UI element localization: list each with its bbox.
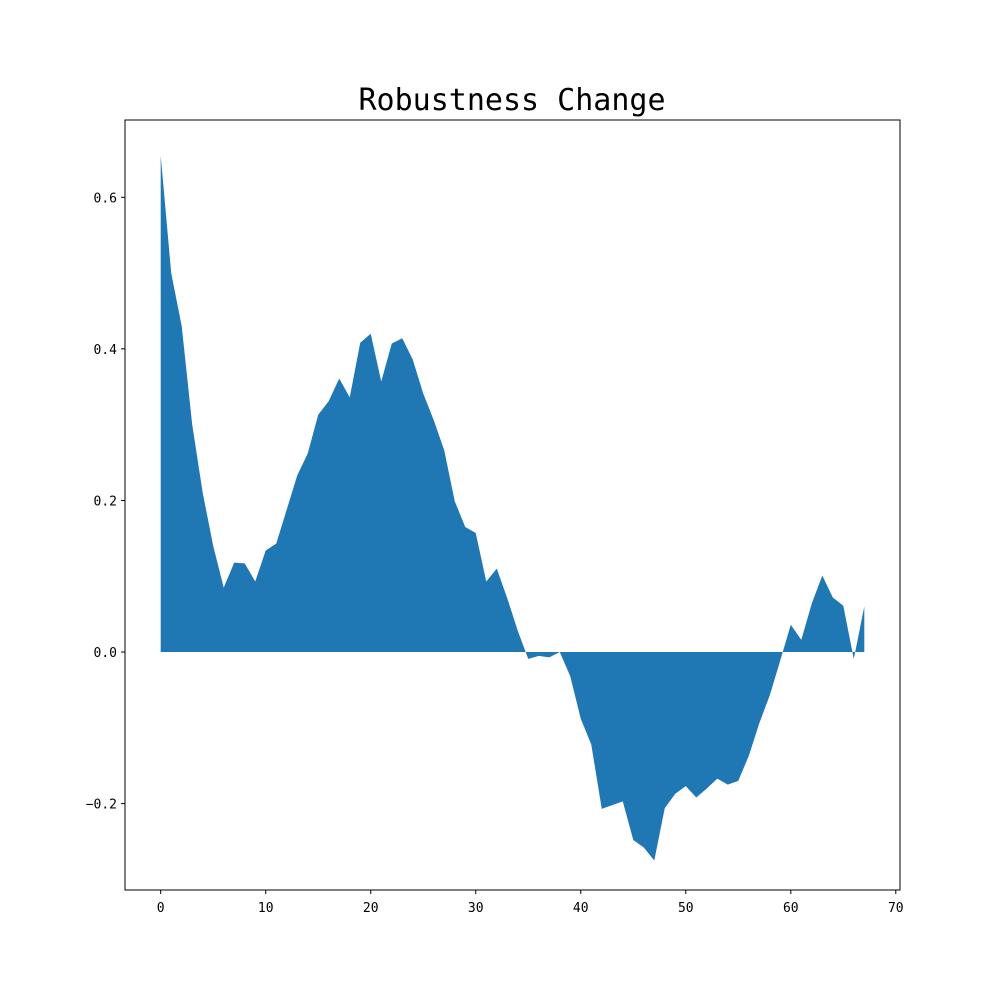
x-tick-label: 70	[888, 901, 904, 916]
y-tick-label: 0.6	[94, 191, 117, 206]
chart-title: Robustness Change	[358, 83, 665, 118]
x-tick-label: 20	[363, 901, 379, 916]
plot-frame	[124, 119, 901, 891]
x-tick-label: 50	[678, 901, 694, 916]
y-tick-label: −0.2	[86, 798, 117, 813]
y-axis: −0.2 0.0 0.2 0.4 0.6	[86, 191, 125, 813]
x-tick-label: 10	[258, 901, 274, 916]
x-tick-label: 0	[157, 901, 165, 916]
y-tick-label: 0.2	[94, 494, 117, 509]
y-tick-label: 0.4	[94, 343, 118, 358]
x-tick-label: 60	[783, 901, 799, 916]
plot-area	[125, 120, 900, 890]
x-tick-label: 30	[468, 901, 484, 916]
y-tick-label: 0.0	[94, 646, 117, 661]
x-tick-label: 40	[573, 901, 589, 916]
area-series-fill	[160, 155, 865, 861]
x-axis: 0 10 20 30 40 50 60 70	[157, 890, 904, 916]
